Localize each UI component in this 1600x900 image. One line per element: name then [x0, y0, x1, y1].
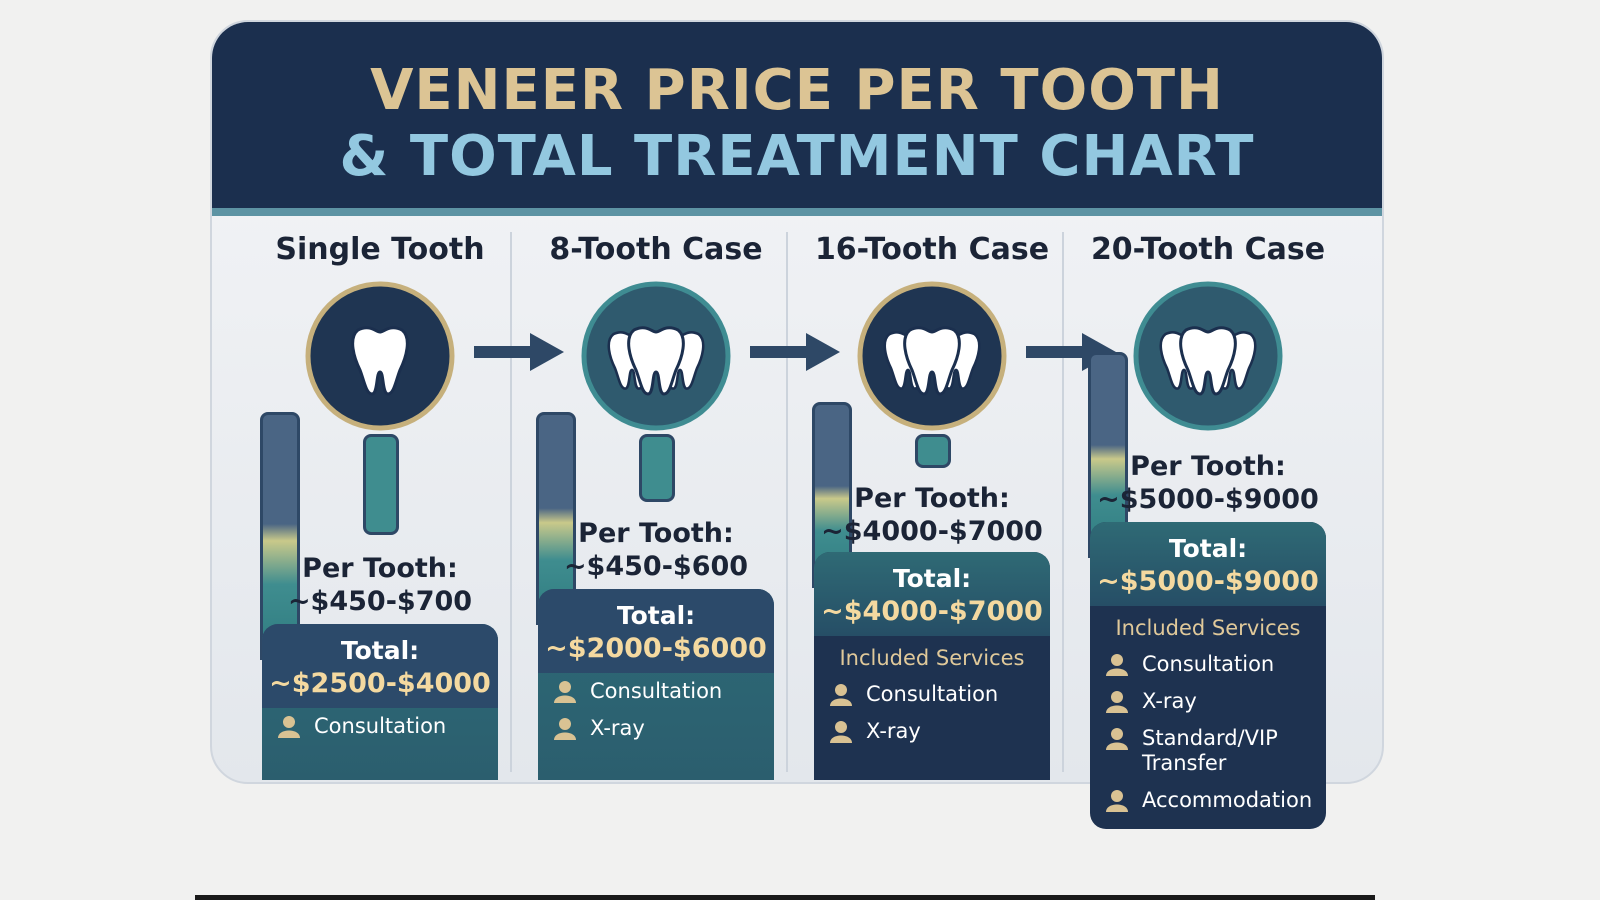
total-box: Total: ~$2500-$4000 Consultation [262, 624, 498, 780]
total: Total: ~$2500-$4000 [262, 624, 498, 708]
service-item: Accommodation [1090, 782, 1326, 819]
service-item: X-ray [538, 710, 774, 747]
per-tooth-label: Per Tooth: [578, 518, 734, 549]
per-tooth-price: ~$450-$700 [287, 586, 473, 617]
column-name: Single Tooth [275, 232, 485, 267]
service-icon [830, 684, 852, 706]
total-label: Total: [616, 601, 696, 630]
service-icon [1106, 654, 1128, 676]
small-bar [639, 434, 675, 502]
tooth-icon [581, 281, 731, 431]
per-tooth-label: Per Tooth: [302, 553, 458, 584]
total-label: Total: [340, 636, 420, 665]
services-heading: Included Services [1115, 616, 1301, 640]
column-name: 8-Tooth Case [549, 232, 763, 267]
total-value: ~$2000-$6000 [545, 633, 767, 664]
service-icon [830, 721, 852, 743]
service-name: Consultation [866, 682, 999, 706]
column-divider [510, 232, 512, 772]
service-icon [1106, 691, 1128, 713]
tooth-icon [1133, 281, 1283, 431]
service-icon [278, 716, 300, 738]
small-bar [363, 434, 399, 535]
service-icon [1106, 790, 1128, 812]
service-item: Consultation [262, 708, 498, 745]
column-name: 20-Tooth Case [1090, 232, 1326, 267]
services-heading: Included Services [839, 646, 1025, 670]
tooth-icon [305, 281, 455, 431]
title-line: & TOTAL TREATMENT CHART [339, 124, 1255, 189]
header: VENEER PRICE PER TOOTH & TOTAL TREATMENT… [212, 22, 1382, 216]
service-name: Consultation [590, 679, 723, 703]
service-item: Consultation [1090, 646, 1326, 683]
small-bar [915, 434, 951, 468]
service-name: X-ray [590, 716, 645, 740]
total-box: Total: ~$2000-$6000 Consultation X-ray [538, 589, 774, 780]
total-box: Total: ~$4000-$7000 Included Services Consu… [814, 552, 1050, 780]
service-item: X-ray [814, 713, 1050, 750]
per-tooth-price: ~$4000-$7000 [821, 516, 1043, 547]
bottom-bar [195, 895, 1375, 900]
title-line: VENEER PRICE PER TOOTH [370, 58, 1224, 123]
per-tooth-label: Per Tooth: [1130, 451, 1286, 482]
service-icon [554, 718, 576, 740]
total-label: Total: [892, 564, 972, 593]
total: Total: ~$2000-$6000 [538, 589, 774, 673]
service-name: X-ray [866, 719, 921, 743]
service-name: X-ray [1142, 689, 1197, 713]
service-item: Standard/VIP Transfer [1090, 720, 1326, 782]
service-item: Consultation [538, 673, 774, 710]
per-tooth-price: ~$5000-$9000 [1097, 484, 1319, 515]
service-name: Consultation [314, 714, 447, 738]
per-tooth-label: Per Tooth: [854, 483, 1010, 514]
service-item: X-ray [1090, 683, 1326, 720]
total-value: ~$4000-$7000 [821, 596, 1043, 627]
card: VENEER PRICE PER TOOTH & TOTAL TREATMENT… [210, 20, 1384, 829]
total-value: ~$2500-$4000 [269, 668, 491, 699]
total: Total: ~$5000-$9000 [1090, 522, 1326, 606]
column-name: 16-Tooth Case [814, 232, 1050, 267]
arrow [474, 333, 564, 371]
total-box: Total: ~$5000-$9000 Included Services Consu… [1090, 522, 1326, 829]
service-item: Consultation [814, 676, 1050, 713]
total-label: Total: [1168, 534, 1248, 563]
level-bar [260, 412, 300, 660]
service-name: Accommodation [1142, 788, 1313, 812]
per-tooth-price: ~$450-$600 [563, 551, 749, 582]
total-value: ~$5000-$9000 [1097, 566, 1319, 597]
column-divider [1062, 232, 1064, 772]
service-name: Consultation [1142, 652, 1275, 676]
tooth-icon [857, 281, 1007, 431]
column-divider [786, 232, 788, 772]
service-icon [1106, 728, 1128, 750]
service-name: Standard/VIP Transfer [1142, 726, 1278, 775]
arrow [750, 333, 840, 371]
service-icon [554, 681, 576, 703]
total: Total: ~$4000-$7000 [814, 552, 1050, 636]
